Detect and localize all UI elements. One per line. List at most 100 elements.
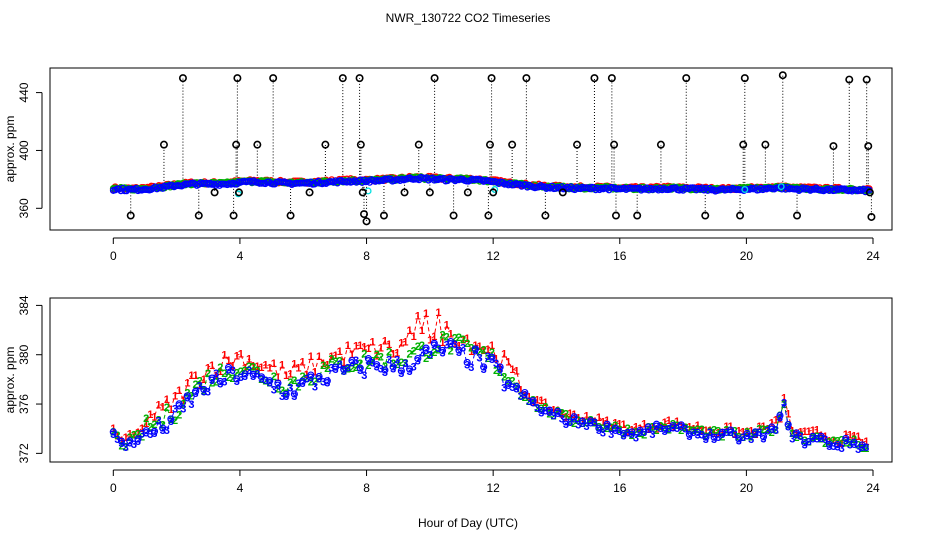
series-3-point [751, 428, 759, 436]
outlier-point [865, 188, 874, 197]
series-3-point [776, 412, 784, 420]
series-2-label: 2 [703, 431, 709, 443]
series-2-label: 2 [645, 422, 651, 434]
series-2-label: 2 [180, 398, 186, 410]
series-2-label: 2 [509, 376, 515, 388]
series-1-label: 1 [402, 336, 408, 348]
series-2-label: 2 [551, 411, 557, 423]
series-1-label: 1 [612, 417, 618, 429]
series-3-label: 3 [435, 343, 441, 355]
series-3-label: 3 [600, 427, 606, 439]
series-2-label: 2 [711, 424, 717, 436]
series-3-label: 3 [542, 406, 548, 418]
series-2-label: 2 [723, 425, 729, 437]
series-3-point [694, 428, 702, 437]
series-3-label: 3 [213, 368, 219, 380]
series-1-label: 1 [361, 341, 367, 353]
series-2-label: 2 [583, 417, 589, 429]
series-1-label: 1 [797, 426, 803, 438]
outlier-point [425, 188, 434, 197]
series-3-label: 3 [180, 404, 186, 416]
series-2-label: 2 [756, 424, 762, 436]
series-3-label: 3 [402, 358, 408, 370]
series-1-label: 1 [213, 370, 219, 382]
series-2-label: 2 [863, 443, 869, 455]
outlier-point [379, 211, 388, 220]
series-2-label: 2 [135, 429, 141, 441]
series-1-label: 1 [394, 347, 400, 359]
series-3-point [652, 420, 661, 428]
series-3-label: 3 [633, 432, 639, 444]
series-3-label: 3 [608, 429, 614, 441]
series-1-label: 1 [127, 428, 133, 440]
series-2-label: 2 [690, 425, 696, 437]
series-2-label: 2 [695, 424, 701, 436]
series-1-label: 1 [847, 430, 853, 442]
series-3-point [792, 429, 801, 437]
outlier-point [793, 211, 802, 220]
outlier-point [358, 188, 367, 197]
outlier-point [633, 211, 642, 220]
series-1-label: 1 [839, 438, 845, 450]
series-3-label: 3 [188, 399, 194, 411]
top-y-tick-label: 400 [17, 140, 31, 160]
series-2-label: 2 [386, 346, 392, 358]
series-2-label: 2 [172, 415, 178, 427]
series-2-label: 2 [378, 351, 384, 363]
bottom-y-axis-label: approx. ppm [3, 347, 17, 414]
series-2-label: 2 [793, 432, 799, 444]
series-2-label: 2 [637, 428, 643, 440]
series-3-label: 3 [806, 437, 812, 449]
series-3-point [578, 417, 587, 425]
series-2-label: 2 [295, 381, 301, 393]
series-1-label: 1 [785, 409, 791, 421]
series-2-label: 2 [353, 362, 359, 374]
series-3-label: 3 [674, 423, 680, 435]
outlier-point [485, 140, 494, 149]
outlier-point [489, 188, 498, 197]
series-2-label: 2 [629, 430, 635, 442]
series-1-label: 1 [439, 337, 445, 349]
series-2-label: 2 [369, 356, 375, 368]
series-2-label: 2 [238, 366, 244, 378]
series-2-label: 2 [398, 357, 404, 369]
series-3-point [348, 356, 356, 365]
series-3-label: 3 [699, 429, 705, 441]
series-3-point [603, 420, 611, 428]
series-3-point [817, 432, 825, 440]
series-1-label: 1 [707, 425, 713, 437]
series-1-label: 1 [514, 366, 520, 378]
outlier-point [656, 140, 665, 149]
series-2-label: 2 [588, 415, 594, 427]
series-1-label: 1 [275, 372, 281, 384]
series-1-label: 1 [621, 419, 627, 431]
series-3-label: 3 [583, 421, 589, 433]
series-3-point [249, 370, 257, 378]
series-1-label: 1 [703, 425, 709, 437]
series-3-point [150, 427, 159, 435]
series-3-label: 3 [197, 381, 203, 393]
series-3-label: 3 [131, 439, 137, 451]
series-3-label: 3 [205, 387, 211, 399]
series-3-label: 3 [649, 429, 655, 441]
series-3-label: 3 [419, 347, 425, 359]
series-3-label: 3 [814, 433, 820, 445]
series-1-label: 1 [143, 418, 149, 430]
series-1-label: 1 [748, 426, 754, 438]
series-2-label: 2 [608, 422, 614, 434]
series-2-label: 2 [263, 375, 269, 387]
series-2-label: 2 [357, 358, 363, 370]
series-3-label: 3 [353, 355, 359, 367]
series-1-label: 1 [637, 423, 643, 435]
series-2-label: 2 [855, 439, 861, 451]
series-1-label: 1 [653, 424, 659, 436]
series-3-point [224, 363, 233, 372]
series-3-point [422, 344, 430, 352]
outlier-point [484, 211, 493, 220]
series-3-label: 3 [723, 427, 729, 439]
series-3-label: 3 [156, 416, 162, 428]
series-2-label: 2 [674, 420, 680, 432]
series-1-label: 1 [193, 370, 199, 382]
